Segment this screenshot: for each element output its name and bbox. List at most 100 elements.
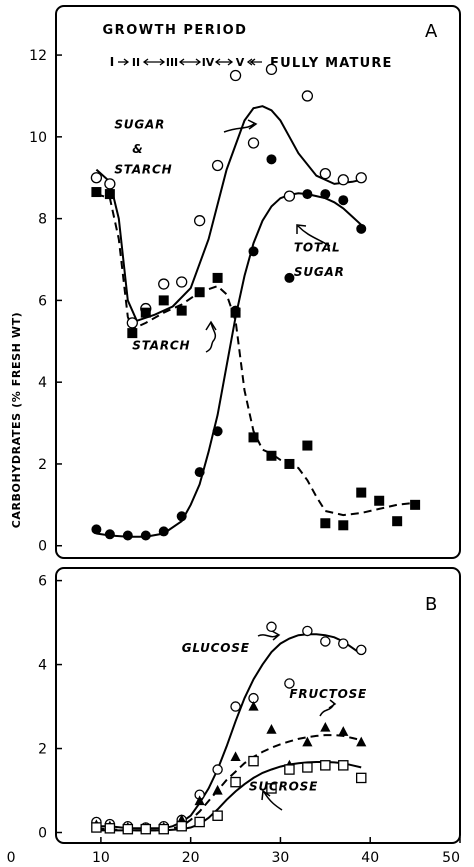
fructose-point <box>212 784 223 795</box>
starch-point <box>356 487 367 498</box>
starch-point <box>127 328 138 339</box>
y-tick-label: 2 <box>38 457 47 473</box>
glucose-point <box>355 644 367 656</box>
panel-b-label: B <box>425 594 437 615</box>
total-sugar-point <box>122 530 133 541</box>
annotation-label: STARCH <box>132 338 190 352</box>
sugar-starch-pointer <box>223 119 258 133</box>
sucrose-point <box>302 762 313 773</box>
annotation-label: SUGAR <box>294 265 345 279</box>
y-axis-label: CARBOHYDRATES (% FRESH WT) <box>10 312 23 529</box>
fructose-point <box>302 736 313 747</box>
total-sugar-point <box>176 511 187 522</box>
panel-a-annotations: SUGAR & STARCH TOTAL SUGAR STARCH <box>114 118 344 353</box>
sugar-starch-point <box>319 167 331 180</box>
starch-point <box>338 520 349 531</box>
growth-stage-label: V <box>236 56 245 69</box>
x-tick-label: 30 <box>272 850 290 866</box>
starch-point <box>176 305 187 316</box>
total-sugar-point <box>266 154 277 165</box>
sugar-starch-point <box>158 278 170 290</box>
x-tick-label: 20 <box>182 850 200 866</box>
starch-curve <box>96 193 416 517</box>
stage-arrowhead <box>123 58 130 66</box>
starch-point <box>212 272 223 283</box>
starch-point <box>140 307 151 318</box>
total-sugar-point <box>230 305 241 316</box>
starch-point <box>302 440 313 451</box>
sucrose-point <box>176 820 187 832</box>
fructose-point <box>194 795 205 806</box>
panel-b: B 0 2 4 6 0 10 20 30 40 50 GLUCOSE FRUCTOSE SUCROS… <box>7 567 461 866</box>
y-tick-label: 2 <box>38 742 47 758</box>
sucrose-point <box>194 816 205 828</box>
mature-arrow <box>249 58 262 66</box>
sugar-starch-point <box>176 276 188 288</box>
annotation-label: SUCROSE <box>249 780 318 794</box>
starch-point <box>266 450 277 461</box>
total-sugar-point <box>104 529 115 540</box>
glucose-point <box>284 678 295 689</box>
glucose-point <box>230 701 241 712</box>
sugar-starch-point <box>229 69 242 82</box>
stage-arrowhead <box>195 58 202 66</box>
fructose-pointer <box>319 699 337 717</box>
sucrose-point <box>248 755 259 767</box>
y-tick-label: 8 <box>38 212 47 228</box>
sucrose-point <box>230 776 241 788</box>
fructose-point <box>320 721 331 732</box>
y-tick-label: 0 <box>38 826 47 842</box>
panel-b-frame <box>55 567 461 844</box>
total-sugar-point <box>91 524 102 535</box>
sugar-starch-point <box>355 172 367 184</box>
total-sugar-point <box>356 223 367 234</box>
panel-b-curves <box>96 633 362 832</box>
sucrose-point <box>338 760 349 771</box>
sucrose-point <box>355 772 367 784</box>
annotation-label: STARCH <box>114 163 172 177</box>
starch-point <box>320 518 331 529</box>
y-tick-label: 10 <box>29 130 47 146</box>
growth-stage-label: IV <box>202 56 215 69</box>
starch-point <box>248 432 259 443</box>
x-tick-label: 40 <box>361 850 379 866</box>
panel-a-label: A <box>425 21 438 42</box>
sugar-starch-point <box>283 190 296 202</box>
stage-divider: I <box>110 55 114 69</box>
glucose-pointer <box>257 630 281 641</box>
total-sugar-point <box>212 426 223 437</box>
glucose-point <box>338 638 349 649</box>
sugar-starch-point <box>265 63 278 76</box>
stage-arrowhead <box>159 58 166 66</box>
total-sugar-point <box>284 272 295 283</box>
total-sugar-point <box>140 530 151 541</box>
total-sugar-point <box>158 526 169 537</box>
starch-pointer <box>205 320 217 353</box>
sugar-starch-point <box>301 90 314 102</box>
stage-arrowhead <box>246 58 253 66</box>
glucose-point <box>266 621 277 633</box>
panel-a: A GROWTH PERIOD I II III IV V FULLY MATURE 02… <box>29 5 461 559</box>
panel-b-y-ticks: 0 2 4 6 <box>38 574 62 842</box>
growth-period-title: GROWTH PERIOD <box>103 23 248 38</box>
total-sugar-point <box>194 467 205 478</box>
x-tick-label: 50 <box>442 850 460 866</box>
x-tick-label: 0 <box>7 850 16 866</box>
growth-stage-label: II <box>132 56 140 69</box>
sucrose-point <box>284 764 295 775</box>
starch-point <box>104 189 115 200</box>
fructose-point <box>266 724 277 734</box>
fructose-point <box>338 726 349 736</box>
annotation-label: & <box>132 142 143 156</box>
sugar-starch-point <box>104 178 116 190</box>
starch-point <box>158 295 169 306</box>
x-tick-label: 10 <box>92 850 110 866</box>
glucose-point <box>320 636 331 647</box>
sucrose-point <box>266 783 277 794</box>
sucrose-point <box>104 823 116 834</box>
sugar-starch-point <box>126 317 138 329</box>
sucrose-point <box>122 823 134 835</box>
growth-stage-label: III <box>166 56 178 69</box>
y-tick-label: 4 <box>38 658 47 674</box>
sugar-starch-point <box>193 215 206 227</box>
